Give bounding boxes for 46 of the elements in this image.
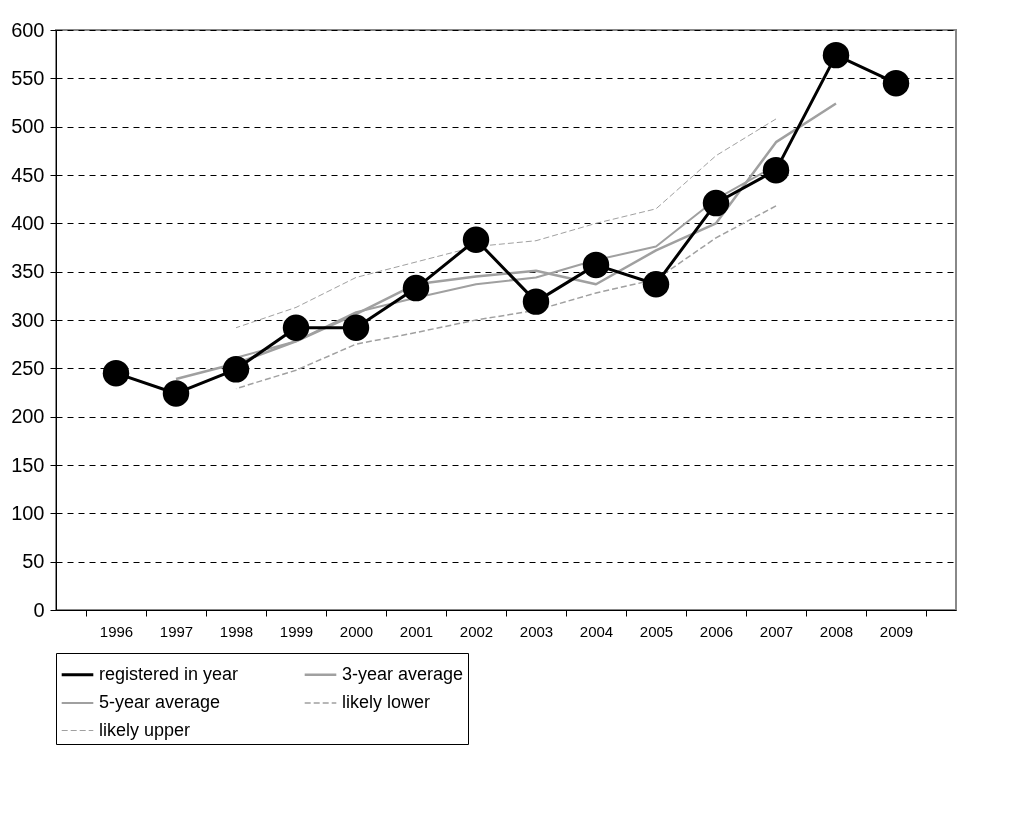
y-tick-label: 500 bbox=[11, 115, 45, 138]
x-tick-label: 2002 bbox=[459, 622, 494, 640]
point bbox=[282, 314, 310, 341]
x-tick-label: 2007 bbox=[759, 622, 794, 640]
point bbox=[882, 69, 910, 97]
x-tick-label: 1996 bbox=[99, 622, 134, 640]
legend-label: likely upper bbox=[99, 719, 191, 740]
y-tick-label: 250 bbox=[11, 356, 45, 379]
y-tick-label: 200 bbox=[11, 405, 45, 428]
y-tick-label: 150 bbox=[11, 453, 45, 476]
point bbox=[102, 359, 130, 387]
y-tick-label: 0 bbox=[33, 598, 45, 621]
y-tick-label: 450 bbox=[11, 163, 45, 186]
x-tick-label: 2005 bbox=[639, 622, 674, 640]
x-tick-label: 1999 bbox=[279, 622, 314, 640]
point bbox=[822, 41, 850, 69]
x-tick-label: 2006 bbox=[699, 622, 734, 640]
legend-label: likely lower bbox=[342, 692, 431, 712]
x-tick-label: 2001 bbox=[399, 622, 434, 640]
point bbox=[702, 189, 730, 217]
y-tick-label: 100 bbox=[11, 501, 45, 524]
point bbox=[402, 274, 430, 302]
legend-label: registered in year bbox=[99, 663, 239, 684]
x-tick-label: 2008 bbox=[819, 622, 854, 640]
y-tick-label: 400 bbox=[11, 211, 45, 234]
y-tick-label: 550 bbox=[11, 66, 45, 89]
point bbox=[522, 288, 550, 315]
legend-label: 5-year average bbox=[99, 692, 221, 712]
point bbox=[642, 271, 670, 298]
x-tick-label: 1997 bbox=[159, 622, 194, 640]
point bbox=[582, 251, 610, 279]
x-tick-label: 2003 bbox=[519, 622, 554, 640]
legend-label: 3-year average bbox=[342, 663, 464, 684]
point bbox=[162, 380, 190, 407]
point bbox=[342, 314, 370, 341]
y-tick-label: 600 bbox=[11, 18, 45, 41]
point bbox=[462, 226, 490, 253]
point bbox=[222, 356, 250, 383]
x-tick-label: 2000 bbox=[339, 622, 374, 640]
x-tick-label: 1998 bbox=[219, 622, 254, 640]
point bbox=[762, 156, 790, 184]
x-tick-label: 2009 bbox=[879, 622, 914, 640]
y-tick-label: 350 bbox=[11, 260, 45, 283]
y-tick-label: 50 bbox=[22, 550, 45, 573]
y-tick-label: 300 bbox=[11, 308, 45, 331]
x-tick-label: 2004 bbox=[579, 622, 614, 640]
